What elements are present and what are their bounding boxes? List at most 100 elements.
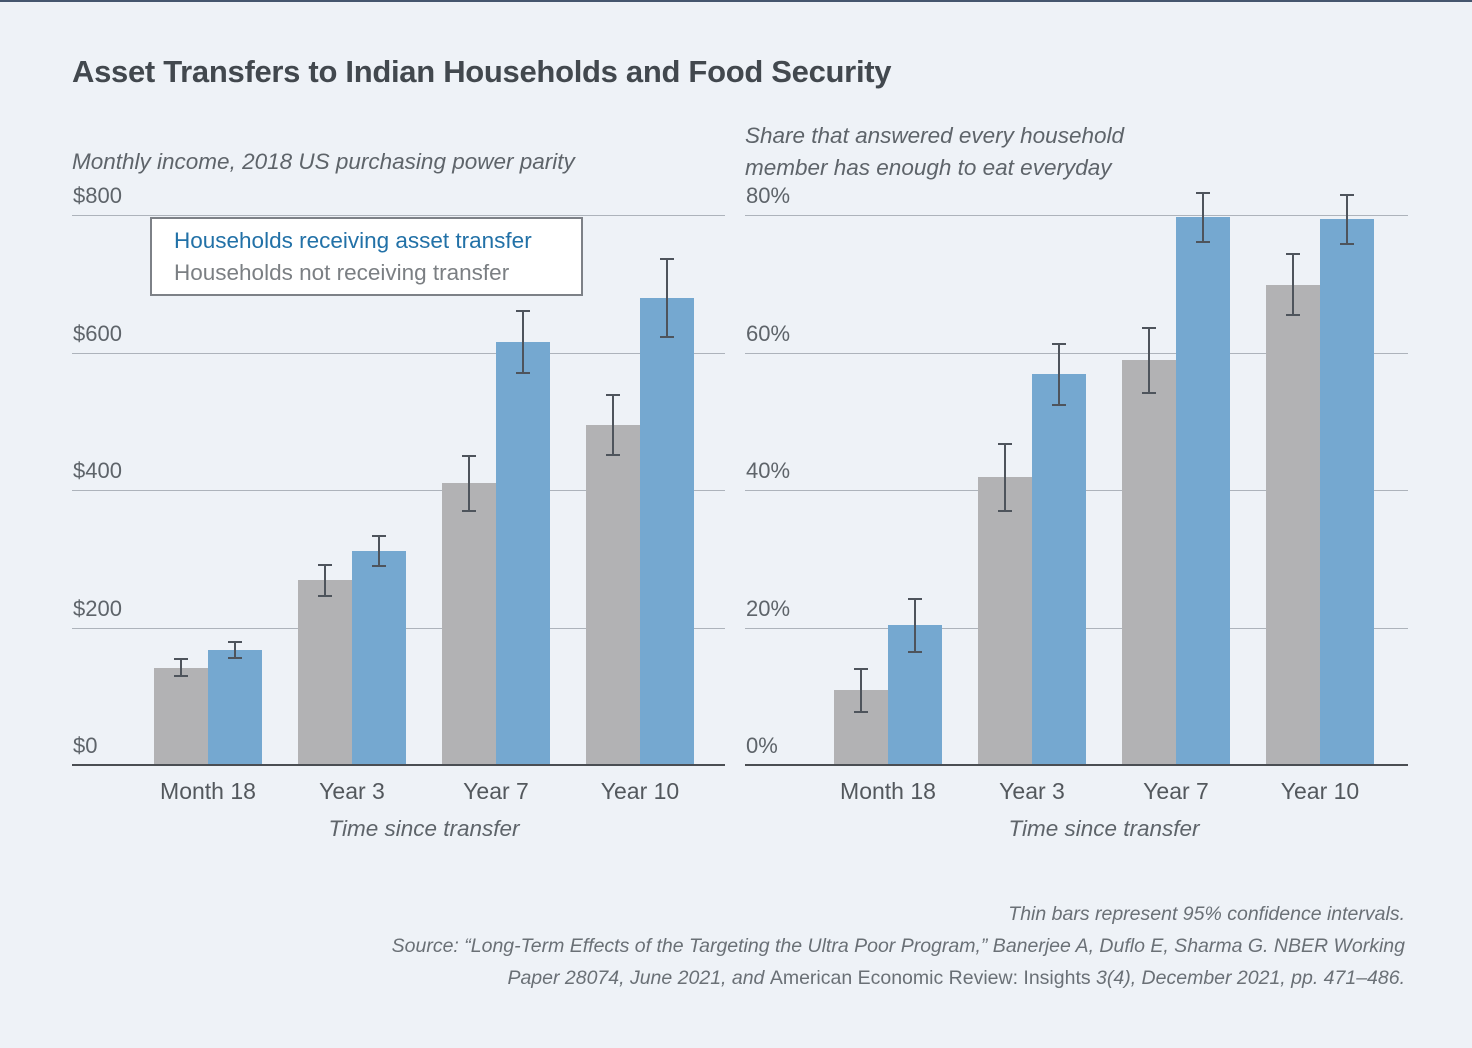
ci-line (324, 563, 326, 597)
x-tick-label-year-7: Year 7 (1143, 778, 1209, 804)
gridline--600 (72, 352, 725, 354)
ci-cap-bottom (908, 650, 922, 653)
bar-control-year-3 (978, 477, 1032, 766)
footer-note: Thin bars represent 95% confidence inter… (1008, 903, 1405, 925)
ci-cap-top (372, 535, 386, 537)
x-axis-line--0 (72, 764, 725, 766)
ci-cap-bottom (998, 509, 1012, 512)
bar-treatment-year-7 (1176, 217, 1230, 766)
ci-cap-bottom (318, 594, 332, 597)
legend-item-treatment: Households receiving asset transfer (174, 228, 532, 253)
ci-cap-bottom (462, 510, 476, 513)
y-tick-label--200: $200 (73, 595, 122, 621)
ci-whisker-treatment-month-18 (228, 640, 242, 659)
ci-whisker-control-year-10 (1286, 253, 1300, 317)
x-axis-title: Time since transfer (328, 816, 520, 841)
ci-line (1292, 253, 1294, 317)
legend-item-control: Households not receiving transfer (174, 260, 510, 285)
gridline-60- (745, 352, 1408, 354)
x-axis-title: Time since transfer (1008, 816, 1200, 841)
ci-whisker-treatment-year-7 (516, 309, 530, 375)
ci-line (1346, 194, 1348, 245)
ci-line (1004, 442, 1006, 512)
ci-cap-top (1142, 326, 1156, 329)
ci-line (1058, 342, 1060, 406)
bar-control-year-10 (586, 425, 640, 766)
footer-source-line2-pre: Paper 28074, June 2021, and (507, 967, 770, 989)
footer-source-line2: Paper 28074, June 2021, and American Eco… (392, 962, 1405, 994)
footer: Thin bars represent 95% confidence inter… (392, 898, 1405, 994)
x-tick-label-year-3: Year 3 (319, 778, 385, 804)
y-tick-label--400: $400 (73, 458, 122, 483)
ci-cap-bottom (372, 564, 386, 567)
ci-whisker-treatment-year-10 (1340, 194, 1354, 245)
ci-cap-bottom (1340, 242, 1354, 245)
ci-whisker-control-year-3 (318, 563, 332, 597)
ci-cap-top (318, 563, 332, 566)
ci-line (522, 309, 524, 375)
x-tick-label-year-10: Year 10 (600, 778, 680, 804)
ci-cap-bottom (660, 335, 674, 338)
x-tick-label-year-10: Year 10 (1280, 778, 1360, 804)
bar-treatment-year-7 (496, 341, 550, 766)
ci-cap-bottom (606, 453, 620, 456)
ci-whisker-treatment-year-3 (1052, 342, 1066, 406)
bar-treatment-month-18 (208, 649, 262, 766)
ci-whisker-control-month-18 (854, 667, 868, 714)
ci-whisker-treatment-year-10 (660, 257, 674, 338)
gridline--400 (72, 490, 725, 491)
ci-whisker-control-year-3 (998, 442, 1012, 512)
ci-cap-bottom (516, 372, 530, 375)
x-tick-label-month-18: Month 18 (840, 778, 936, 804)
ci-line (468, 454, 470, 513)
ci-line (1148, 326, 1150, 395)
ci-whisker-control-year-7 (462, 454, 476, 513)
ci-cap-bottom (174, 675, 188, 678)
ci-whisker-control-year-7 (1142, 326, 1156, 395)
ci-whisker-treatment-year-3 (372, 535, 386, 567)
ci-cap-top (228, 640, 242, 643)
bar-treatment-year-3 (352, 550, 406, 766)
bar-treatment-year-3 (1032, 374, 1086, 766)
ci-whisker-treatment-year-7 (1196, 191, 1210, 243)
ci-cap-top (1196, 191, 1210, 194)
right-chart-subtitle-line2: member has enough to eat everyday (745, 155, 1112, 180)
footer-source-line1: Source: “Long-Term Effects of the Target… (391, 935, 1405, 957)
ci-cap-top (908, 597, 922, 600)
bar-control-year-7 (1122, 360, 1176, 766)
ci-line (612, 394, 614, 456)
ci-whisker-control-year-10 (606, 394, 620, 456)
left-chart-plot-area: $0 $200 $400 $600 $800 Month 18 Year 3 Year 7 Ye… (72, 183, 725, 841)
bar-control-year-10 (1266, 284, 1320, 766)
ci-line (914, 597, 916, 653)
ci-line (666, 257, 668, 338)
bar-control-year-3 (298, 580, 352, 766)
ci-cap-bottom (1196, 240, 1210, 243)
footer-source-journal: American Economic Review: Insights (769, 967, 1091, 989)
legend: Households receiving asset transfer Hous… (150, 217, 583, 296)
left-chart-subtitle: Monthly income, 2018 US purchasing power… (72, 146, 575, 178)
x-axis-line-0- (745, 764, 1408, 766)
ci-cap-top (998, 442, 1012, 445)
ci-cap-bottom (228, 656, 242, 659)
left-chart-subtitle-line: Monthly income, 2018 US purchasing power… (72, 149, 575, 174)
y-tick-label-60-: 60% (746, 320, 791, 346)
ci-line (860, 667, 862, 714)
right-chart-subtitle-line1: Share that answered every household (745, 123, 1124, 148)
bar-control-year-7 (442, 483, 496, 766)
ci-cap-top (1052, 342, 1066, 345)
y-tick-label--800: $800 (73, 183, 122, 208)
y-tick-label-20-: 20% (746, 595, 791, 621)
ci-line (378, 535, 380, 567)
ci-cap-bottom (1286, 314, 1300, 317)
ci-cap-top (606, 394, 620, 397)
y-tick-label-80-: 80% (746, 183, 791, 208)
gridline--800 (72, 215, 725, 216)
x-tick-label-year-7: Year 7 (463, 778, 529, 804)
ci-whisker-treatment-month-18 (908, 597, 922, 653)
figure-title: Asset Transfers to Indian Households and… (72, 54, 892, 89)
y-tick-label-40-: 40% (746, 458, 791, 483)
y-tick-label--600: $600 (73, 320, 122, 346)
ci-line (234, 640, 236, 659)
